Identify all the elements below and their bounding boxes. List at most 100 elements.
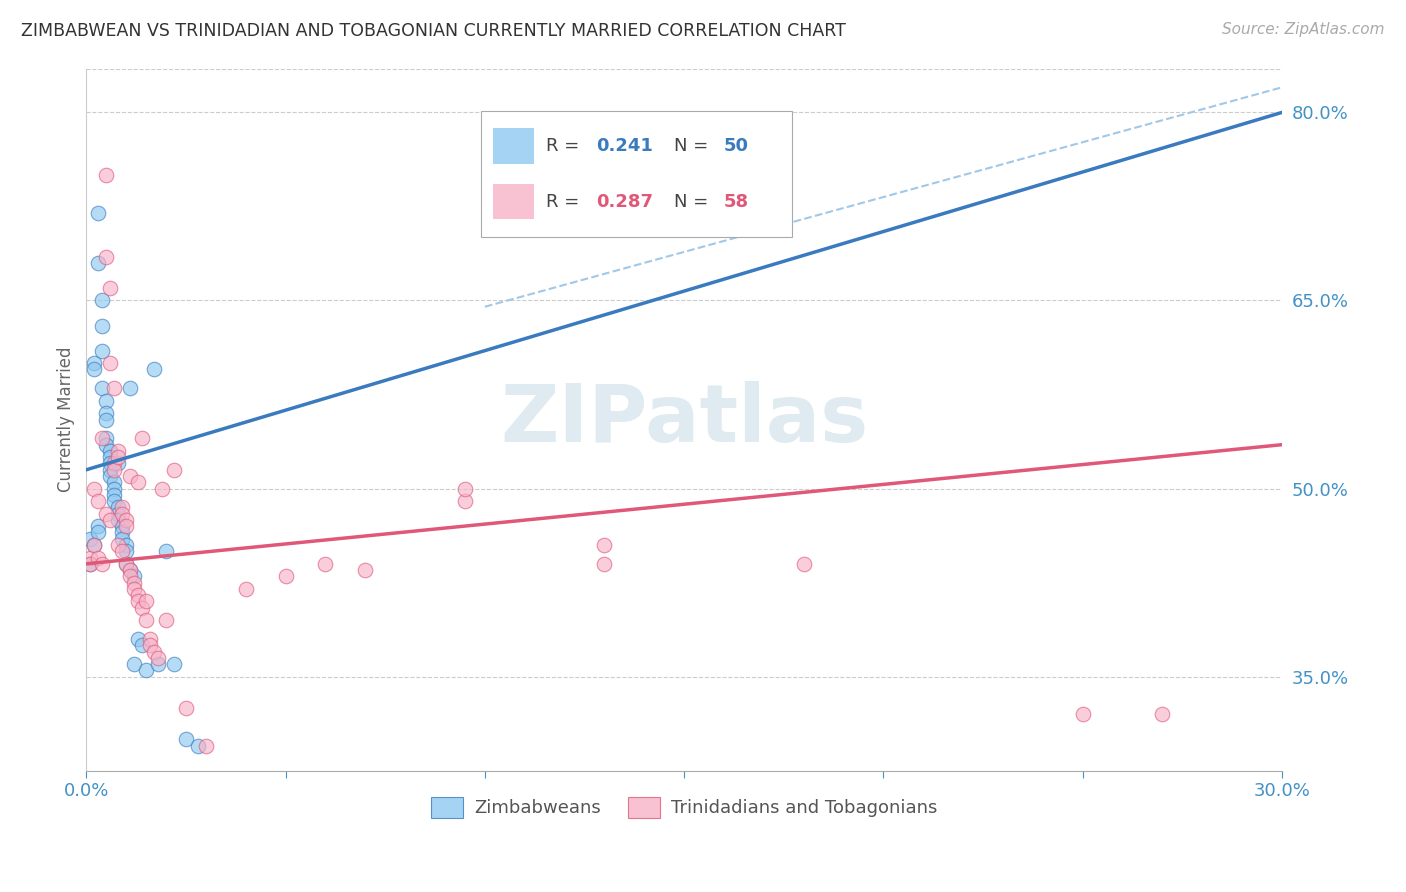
Point (127, 594, 149, 608)
Point (122, 575, 145, 590)
Point (135, 613, 157, 627)
Point (139, 632, 162, 646)
Point (111, 507, 134, 521)
Point (103, 475, 125, 490)
Point (103, 488, 125, 502)
Point (120, 563, 142, 577)
Point (120, 563, 142, 577)
Point (96, 431, 118, 445)
Point (107, 457, 129, 471)
Point (155, 613, 177, 627)
Point (115, 544, 138, 558)
Point (793, 557, 815, 571)
Text: Source: ZipAtlas.com: Source: ZipAtlas.com (1222, 22, 1385, 37)
Point (98, 513, 121, 527)
Point (122, 657, 145, 672)
Point (120, 569, 142, 583)
Point (103, 494, 125, 508)
Point (354, 563, 377, 577)
Point (103, 381, 125, 395)
Point (107, 450, 129, 465)
Point (96, 507, 118, 521)
Point (115, 557, 138, 571)
Point (163, 657, 186, 672)
Point (127, 632, 149, 646)
Point (187, 739, 209, 753)
Point (122, 582, 145, 596)
Point (96, 412, 118, 426)
Point (98, 356, 121, 370)
Point (103, 463, 125, 477)
Point (1071, 707, 1094, 722)
Point (83, 538, 105, 552)
Point (79, 532, 101, 546)
Point (98, 444, 121, 458)
Point (274, 569, 297, 583)
Point (96, 393, 118, 408)
Point (135, 594, 157, 608)
Point (593, 538, 616, 552)
Point (87, 525, 110, 540)
Point (194, 739, 217, 753)
Point (143, 362, 166, 376)
Point (115, 557, 138, 571)
Point (314, 557, 336, 571)
Point (107, 507, 129, 521)
Point (131, 638, 153, 652)
Point (174, 701, 197, 715)
Point (139, 638, 162, 652)
Point (107, 444, 129, 458)
Legend: Zimbabweans, Trinidadians and Tobagonians: Zimbabweans, Trinidadians and Tobagonian… (423, 789, 945, 825)
Point (150, 482, 173, 496)
Point (454, 494, 477, 508)
Point (83, 538, 105, 552)
Point (83, 356, 105, 370)
Point (111, 525, 134, 540)
Point (103, 457, 125, 471)
Point (107, 513, 129, 527)
Point (143, 644, 166, 658)
Point (96, 438, 118, 452)
Point (163, 463, 186, 477)
Y-axis label: Currently Married: Currently Married (58, 347, 75, 492)
Point (79, 550, 101, 565)
Point (115, 519, 138, 533)
Point (131, 600, 153, 615)
Point (83, 482, 105, 496)
Point (91, 381, 114, 395)
Point (111, 500, 134, 515)
Point (146, 650, 169, 665)
Text: ZIPatlas: ZIPatlas (501, 381, 869, 458)
Point (87, 205, 110, 219)
Point (79, 557, 101, 571)
Point (98, 457, 121, 471)
Point (107, 500, 129, 515)
Point (111, 532, 134, 546)
Point (96, 250, 118, 264)
Point (1152, 707, 1174, 722)
Point (87, 519, 110, 533)
Point (155, 544, 177, 558)
Point (96, 168, 118, 182)
Point (91, 318, 114, 333)
Point (127, 588, 149, 602)
Point (127, 475, 149, 490)
Point (131, 431, 153, 445)
Point (122, 569, 145, 583)
Point (96, 406, 118, 420)
Point (115, 513, 138, 527)
Point (98, 450, 121, 465)
Point (454, 482, 477, 496)
Point (120, 469, 142, 483)
Point (98, 463, 121, 477)
Point (135, 664, 157, 678)
Point (98, 281, 121, 295)
Point (174, 732, 197, 747)
Point (91, 343, 114, 358)
Point (91, 293, 114, 308)
Point (83, 362, 105, 376)
Point (107, 538, 129, 552)
Point (103, 482, 125, 496)
Text: ZIMBABWEAN VS TRINIDADIAN AND TOBAGONIAN CURRENTLY MARRIED CORRELATION CHART: ZIMBABWEAN VS TRINIDADIAN AND TOBAGONIAN… (21, 22, 846, 40)
Point (87, 550, 110, 565)
